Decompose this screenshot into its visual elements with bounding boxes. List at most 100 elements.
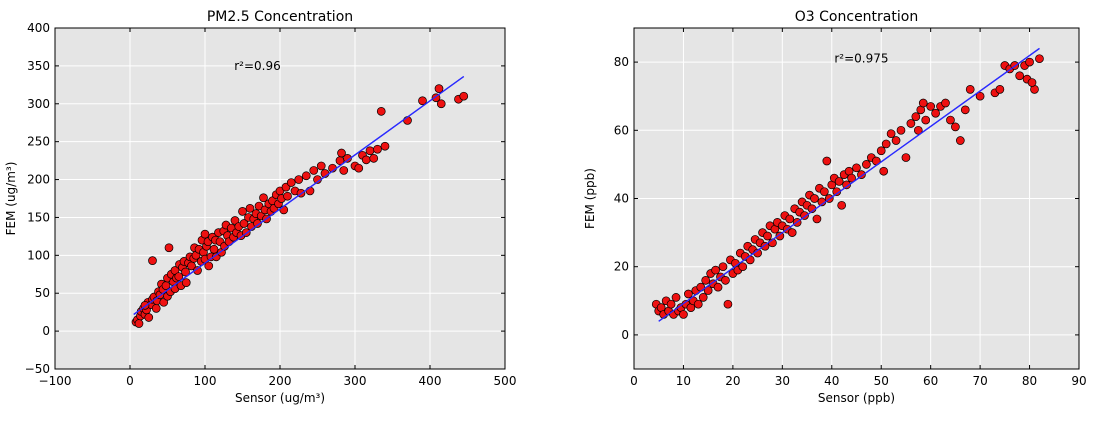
y-tick-label: 50 [35, 286, 50, 300]
y-tick-label: 200 [27, 173, 50, 187]
data-point [181, 278, 191, 287]
data-point [955, 136, 965, 145]
x-tick-label: 0 [126, 374, 134, 388]
data-point [259, 193, 268, 203]
data-point [921, 115, 931, 125]
data-point [787, 228, 797, 237]
data-point [238, 207, 247, 216]
y-axis-label: FEM (ppb) [583, 168, 597, 229]
data-point [339, 166, 349, 175]
x-tick-label: 80 [1022, 374, 1037, 388]
data-point [1035, 54, 1044, 64]
y-tick-label: 100 [27, 248, 50, 262]
data-point [879, 166, 889, 176]
data-point [309, 166, 319, 175]
data-point [316, 161, 326, 171]
ticks: 0 10 20 30 40 50 60 70 80 90 0 20 40 60 80 [614, 28, 1087, 388]
data-point [810, 194, 819, 203]
data-point [361, 155, 371, 165]
data-point [209, 244, 219, 254]
data-point [763, 231, 772, 241]
y-tick-label: 40 [614, 192, 629, 206]
data-point [693, 299, 703, 309]
data-point [881, 139, 891, 149]
data-point [245, 204, 255, 213]
data-point [343, 153, 352, 163]
o3-chart: 0 10 20 30 40 50 60 70 80 90 0 20 40 60 80 O3 Concentra… [583, 9, 1087, 405]
ticks: −100 0 100 200 300 400 500 −50 0 50 100 150 200 250 30… [25, 21, 517, 388]
data-point [253, 219, 262, 228]
data-point [832, 187, 842, 197]
x-tick-label: 400 [419, 374, 442, 388]
data-point [204, 261, 214, 271]
data-point [200, 229, 210, 239]
data-point [718, 262, 728, 272]
data-point [852, 163, 861, 173]
x-axis-label: Sensor (ug/m³) [235, 391, 325, 405]
data-point [822, 156, 832, 166]
gridlines [55, 28, 505, 369]
y-tick-label: 80 [614, 55, 629, 69]
data-point [713, 282, 723, 292]
data-point [738, 262, 748, 272]
x-tick-label: −100 [39, 374, 72, 388]
data-point [459, 91, 469, 101]
data-point [174, 272, 184, 281]
x-tick-label: 70 [972, 374, 987, 388]
data-point [354, 163, 364, 173]
data-point [960, 105, 970, 115]
data-point [434, 84, 444, 93]
data-point [134, 319, 144, 328]
data-point [144, 313, 154, 322]
r-squared-annotation: r²=0.975 [834, 52, 888, 66]
data-point [418, 96, 427, 106]
data-point [369, 153, 379, 163]
data-point [812, 214, 822, 224]
y-tick-label: 400 [27, 21, 50, 35]
y-tick-label: 250 [27, 135, 50, 149]
x-tick-label: 40 [824, 374, 839, 388]
regression-line-overlay [658, 47, 1040, 322]
data-point [151, 304, 161, 313]
data-point [337, 148, 346, 158]
data-point [901, 153, 911, 162]
data-point [701, 275, 711, 285]
data-point [283, 191, 292, 201]
data-point [995, 85, 1005, 94]
data-point [721, 275, 730, 285]
data-point [380, 141, 390, 151]
chart-title: PM2.5 Concentration [207, 9, 353, 25]
data-point [842, 180, 851, 190]
data-point [862, 160, 871, 169]
data-point [294, 175, 304, 184]
data-point [886, 129, 896, 139]
data-point [951, 122, 960, 132]
x-axis-label: Sensor (ppb) [818, 391, 895, 405]
y-tick-label: 300 [27, 97, 50, 111]
data-point [193, 266, 202, 275]
x-tick-label: 100 [194, 374, 217, 388]
data-point [181, 267, 190, 277]
data-point [679, 310, 688, 319]
data-point [239, 219, 249, 228]
data-point [671, 293, 681, 302]
y-tick-label: 60 [614, 123, 629, 137]
x-tick-label: 60 [923, 374, 938, 388]
data-point [164, 243, 174, 253]
data-point [301, 171, 311, 181]
chart-title: O3 Concentration [795, 9, 918, 25]
data-point [785, 214, 795, 224]
x-tick-label: 0 [630, 374, 638, 388]
data-point [436, 99, 446, 109]
data-point [965, 85, 975, 94]
data-point [946, 115, 955, 125]
y-tick-label: 0 [42, 324, 50, 338]
scatter-points [131, 84, 469, 328]
data-point [286, 178, 296, 187]
data-point [847, 173, 856, 183]
data-point [911, 112, 921, 122]
data-point [896, 125, 906, 135]
data-point [941, 98, 950, 108]
x-tick-label: 10 [676, 374, 691, 388]
